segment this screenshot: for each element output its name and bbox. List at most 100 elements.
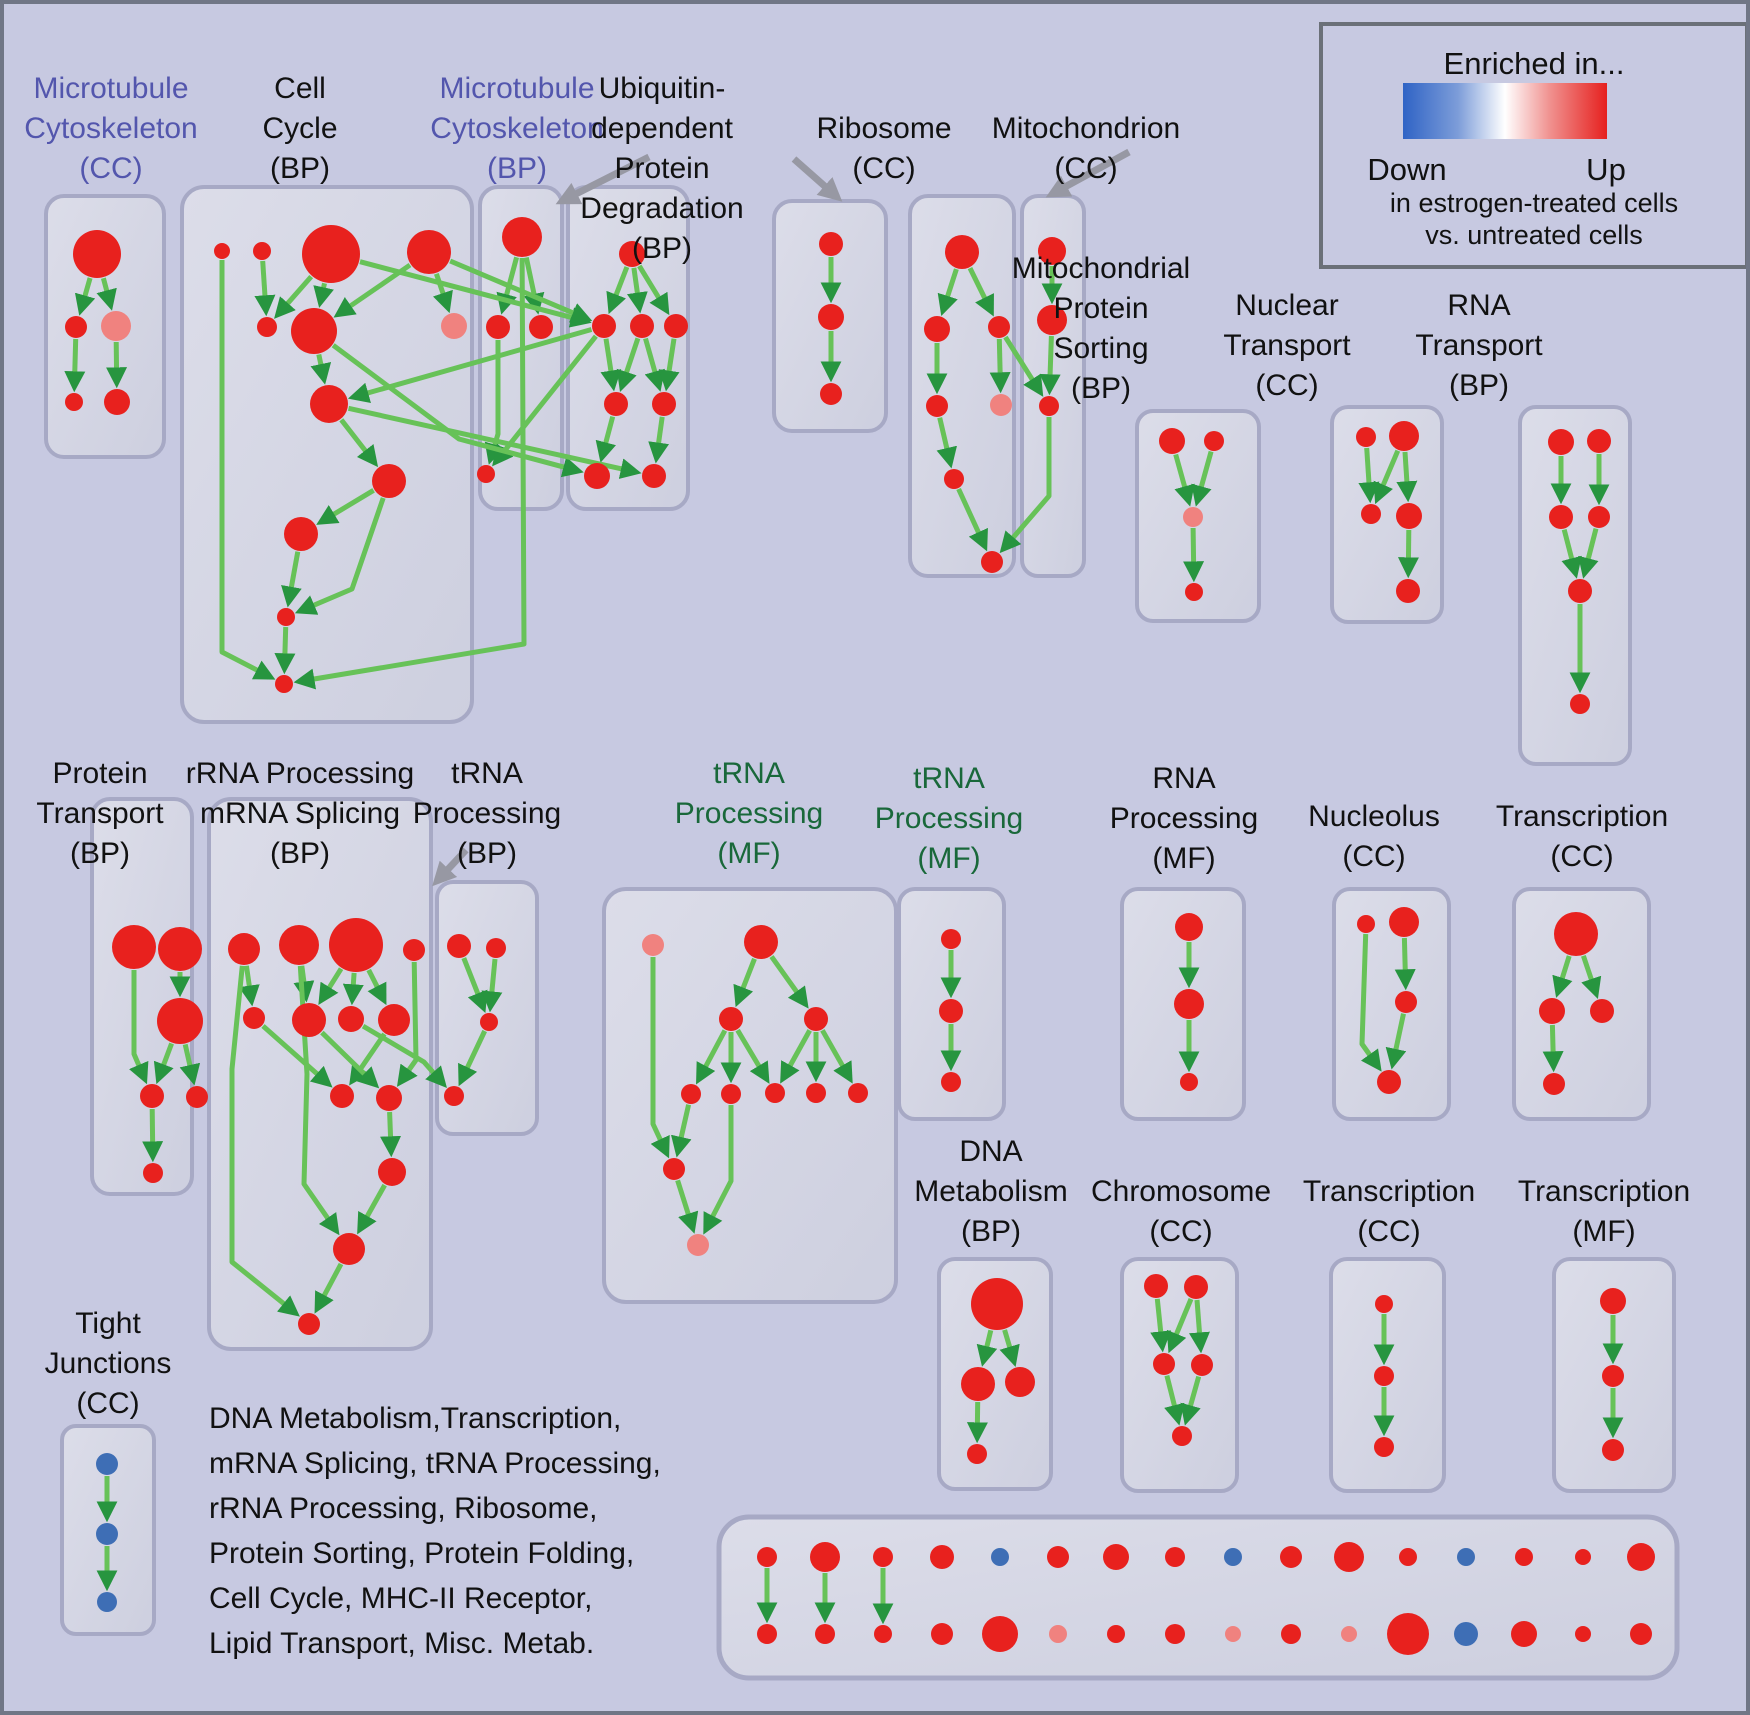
go-term-node <box>441 313 467 339</box>
cluster-label-nuclear-transport: Nuclear Transport (CC) <box>1223 286 1350 406</box>
cluster-label-line: (BP) <box>269 837 330 870</box>
legend: Enriched in... Down Up in estrogen-treat… <box>1319 22 1746 269</box>
go-term-node <box>73 230 121 278</box>
go-term-node <box>1549 505 1573 529</box>
go-term-node <box>1568 579 1592 603</box>
edge <box>314 1262 344 1314</box>
edge <box>1183 527 1205 583</box>
go-term-node <box>721 1084 741 1104</box>
cluster-label-line: Cytoskeleton <box>24 112 198 145</box>
cluster-label-line: Protein <box>614 152 710 185</box>
go-term-node <box>1588 506 1610 528</box>
go-term-node <box>444 1086 464 1106</box>
edge <box>347 405 642 479</box>
cluster-label-line: (CC) <box>1342 840 1406 873</box>
cluster-label-line: (BP) <box>1070 372 1131 405</box>
go-term-node <box>158 927 202 971</box>
go-term-node <box>143 1163 163 1183</box>
edge <box>1581 955 1602 999</box>
cluster-label-line: (CC) <box>76 1387 140 1420</box>
go-term-node <box>1005 1367 1035 1397</box>
go-term-node <box>642 934 664 956</box>
go-term-node <box>186 1086 208 1108</box>
edge <box>219 260 276 680</box>
go-term-node <box>1039 396 1059 416</box>
cluster-label-line: Ubiquitin- <box>598 72 726 105</box>
network-canvas <box>44 148 1680 1681</box>
go-term-node <box>228 933 260 965</box>
go-term-node <box>874 1625 892 1643</box>
go-term-node <box>619 241 645 267</box>
go-term-node <box>1374 1437 1394 1457</box>
edge <box>274 274 314 319</box>
go-term-node <box>298 1313 320 1335</box>
cluster-box-protein_transport <box>90 797 194 1196</box>
go-term-node <box>1389 421 1419 451</box>
go-term-node <box>140 1084 164 1108</box>
edge <box>129 970 149 1085</box>
legend-down-label: Down <box>1367 152 1447 187</box>
edge <box>1173 453 1195 507</box>
edge <box>976 1329 998 1367</box>
cluster-label-ubiquitin: Ubiquitin-dependent Protein Degradation (BP… <box>580 69 743 269</box>
misc-text-line: Cell Cycle, MHC-II Receptor, <box>209 1582 593 1615</box>
edge <box>274 626 296 675</box>
cluster-label-line: Nuclear <box>1235 289 1339 322</box>
misc-text-line: Lipid Transport, Misc. Metab. <box>209 1627 595 1660</box>
go-term-node <box>991 1548 1009 1566</box>
go-term-node <box>243 1007 265 1029</box>
go-term-node <box>333 1233 365 1265</box>
cluster-label-line: Cell <box>274 72 326 105</box>
go-term-node <box>719 1007 743 1031</box>
cluster-label-line: Cytoskeleton <box>430 112 604 145</box>
cluster-label-protein-transport: Protein Transport (BP) <box>36 754 163 874</box>
edge <box>626 267 648 314</box>
go-term-node <box>982 1616 1018 1652</box>
cluster-label-line: (BP) <box>631 232 692 265</box>
edge <box>595 415 617 463</box>
go-term-node <box>407 230 451 274</box>
go-term-node <box>961 1367 995 1401</box>
cluster-label-line: Sorting <box>1053 332 1149 365</box>
go-term-node <box>1396 579 1420 603</box>
go-term-node <box>1399 1548 1417 1566</box>
go-term-node <box>584 463 610 489</box>
legend-subtitle-2: vs. untreated cells <box>1425 220 1643 250</box>
go-term-node <box>757 1547 777 1567</box>
go-term-node <box>941 1072 961 1092</box>
go-term-node <box>101 311 131 341</box>
edge <box>1578 527 1599 579</box>
go-term-node <box>378 1158 406 1186</box>
edge <box>936 417 957 469</box>
edge <box>1150 1298 1172 1353</box>
edge <box>999 417 1052 554</box>
go-term-node <box>687 1234 709 1256</box>
edge <box>380 1111 402 1158</box>
go-term-node <box>765 1083 785 1103</box>
edge <box>359 259 592 328</box>
cluster-label-transcription-cc-bot: Transcription (CC) <box>1303 1172 1475 1252</box>
go-term-node <box>1630 1623 1652 1645</box>
legend-gradient-bar <box>1403 83 1607 139</box>
go-term-node <box>1225 1626 1241 1642</box>
go-term-node <box>926 395 948 417</box>
edge <box>937 268 959 316</box>
go-term-node <box>1038 237 1066 265</box>
cluster-label-rrna: rRNA Processing mRNA Splicing (BP) <box>186 754 414 874</box>
go-term-node <box>157 998 203 1044</box>
edge <box>313 282 334 308</box>
cluster-label-line: Transport <box>1223 329 1351 362</box>
cluster-label-line: RNA <box>1447 289 1511 322</box>
cluster-label-ribosome: Ribosome (CC) <box>816 109 951 189</box>
cluster-label-line: (MF) <box>1572 1215 1636 1248</box>
edge <box>650 957 670 1159</box>
cluster-label-line: Nucleolus <box>1308 800 1440 833</box>
edge <box>1385 1013 1407 1070</box>
cluster-label-line: (BP) <box>269 152 330 185</box>
go-term-node <box>1280 1546 1302 1568</box>
edge <box>142 1108 164 1163</box>
cluster-label-line: Metabolism <box>914 1175 1068 1208</box>
go-term-node <box>663 1158 685 1180</box>
cluster-label-line: (CC) <box>1054 152 1118 185</box>
